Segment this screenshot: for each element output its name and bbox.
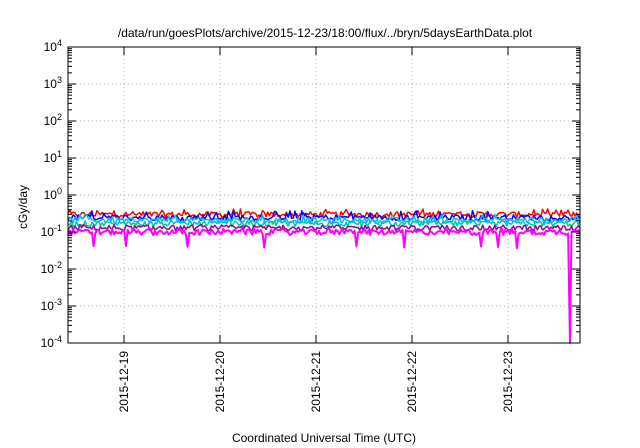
y-tick-label: 103 — [44, 75, 62, 91]
x-tick-label: 2015-12-22 — [405, 351, 419, 413]
y-tick-exponent: -3 — [54, 297, 62, 307]
x-tick-label: 2015-12-21 — [309, 351, 323, 413]
y-tick-label: 101 — [44, 149, 62, 165]
y-tick-label: 10-3 — [41, 297, 62, 313]
y-tick-label: 104 — [44, 38, 62, 54]
y-tick-label: 10-2 — [41, 260, 62, 276]
y-tick-label: 10-1 — [41, 223, 62, 239]
y-tick-label: 100 — [44, 186, 62, 202]
y-tick-exponent: -4 — [54, 334, 62, 344]
y-tick-label: 102 — [44, 112, 62, 128]
y-tick-exponent: 3 — [57, 75, 62, 85]
x-tick-label: 2015-12-20 — [213, 351, 227, 413]
x-axis: 2015-12-19 2015-12-20 2015-12-21 2015-12-22… — [117, 47, 515, 412]
x-tick-label: 2015-12-23 — [501, 351, 515, 413]
series-line — [67, 213, 581, 226]
x-tick-label: 2015-12-19 — [117, 351, 131, 413]
y-tick-exponent: 0 — [57, 186, 62, 196]
y-tick-exponent: -2 — [54, 260, 62, 270]
x-axis-label: Coordinated Universal Time (UTC) — [232, 431, 416, 445]
y-tick-exponent: -1 — [54, 223, 62, 233]
series-line — [67, 227, 581, 344]
series-group — [67, 208, 581, 344]
chart-title: /data/run/goesPlots/archive/2015-12-23/1… — [118, 26, 533, 40]
y-axis-label: cGy/day — [16, 185, 30, 229]
series-line — [67, 223, 581, 232]
y-tick-label: 10-4 — [41, 334, 62, 350]
grid — [68, 47, 580, 343]
y-tick-exponent: 4 — [57, 38, 62, 48]
y-tick-exponent: 1 — [57, 149, 62, 159]
y-tick-exponent: 2 — [57, 112, 62, 122]
